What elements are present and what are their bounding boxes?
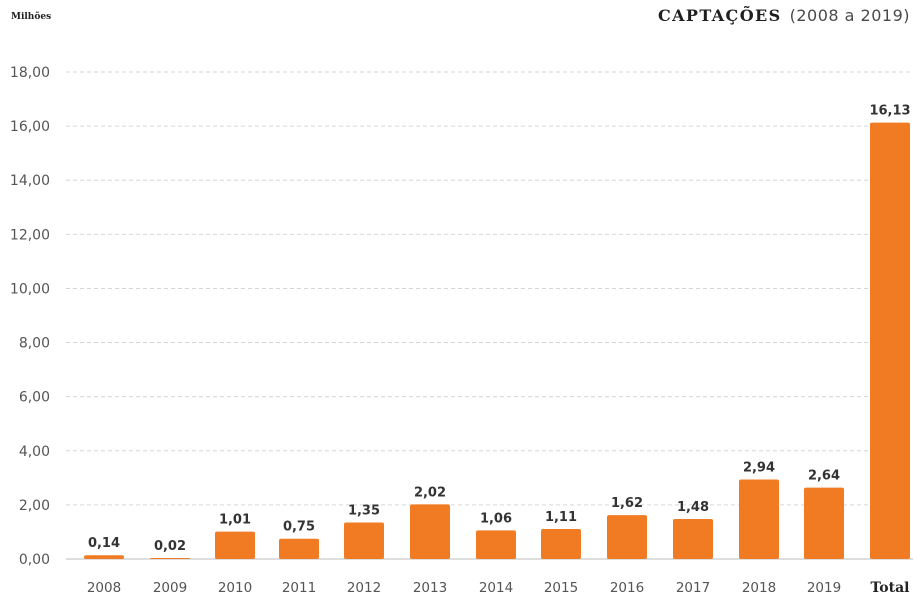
x-tick-label: 2013	[413, 580, 447, 596]
bar	[150, 558, 190, 559]
y-tick-label: 12,00	[10, 227, 50, 243]
bar	[607, 515, 647, 559]
bar	[279, 538, 319, 559]
y-tick-label: 16,00	[10, 119, 50, 135]
data-label: 1,06	[480, 511, 512, 526]
x-tick-label: 2016	[610, 580, 644, 596]
data-label: 1,35	[348, 503, 380, 518]
chart-title-main: CAPTAÇÕES	[657, 6, 782, 25]
x-tick-label: 2009	[153, 580, 187, 596]
data-label: 2,02	[414, 485, 446, 500]
y-tick-label: 8,00	[19, 336, 50, 352]
bar	[739, 479, 779, 559]
data-label: 2,64	[808, 469, 840, 484]
y-tick-label: 0,00	[19, 552, 50, 568]
data-label: 1,48	[677, 500, 709, 515]
x-tick-label: 2015	[544, 580, 578, 596]
y-tick-label: 4,00	[19, 444, 50, 460]
x-tick-label: 2014	[479, 580, 513, 596]
data-label: 1,62	[611, 496, 643, 511]
y-tick-label: 10,00	[10, 281, 50, 297]
data-label: 1,11	[545, 510, 577, 525]
bar	[344, 522, 384, 559]
x-tick-label: 2012	[347, 580, 381, 596]
data-label: 0,75	[283, 520, 315, 535]
y-tick-label: 18,00	[10, 65, 50, 81]
data-label: 1,01	[219, 513, 251, 528]
data-label: 16,13	[869, 104, 910, 119]
data-label: 0,02	[154, 539, 186, 554]
bar	[215, 531, 255, 559]
bar	[84, 555, 124, 559]
bar	[410, 504, 450, 559]
data-label: 2,94	[743, 460, 775, 475]
x-tick-label: 2018	[742, 580, 776, 596]
y-tick-label: 14,00	[10, 173, 50, 189]
bar	[673, 518, 713, 559]
y-tick-label: 6,00	[19, 390, 50, 406]
y-tick-label: 2,00	[19, 498, 50, 514]
y-axis-unit-label: Milhões	[11, 12, 52, 22]
bar	[804, 487, 844, 559]
x-tick-label: 2019	[807, 580, 841, 596]
chart-title: CAPTAÇÕES (2008 a 2019)	[658, 6, 910, 25]
bar	[541, 528, 581, 559]
bar	[476, 530, 516, 559]
x-tick-label: 2011	[282, 580, 316, 596]
chart-subtitle: (2008 a 2019)	[789, 6, 910, 25]
x-tick-label: 2008	[87, 580, 121, 596]
x-tick-label: 2017	[676, 580, 710, 596]
data-label: 0,14	[88, 536, 120, 551]
bar	[870, 122, 910, 560]
x-tick-label: 2010	[218, 580, 252, 596]
x-tick-label: Total	[870, 580, 909, 596]
